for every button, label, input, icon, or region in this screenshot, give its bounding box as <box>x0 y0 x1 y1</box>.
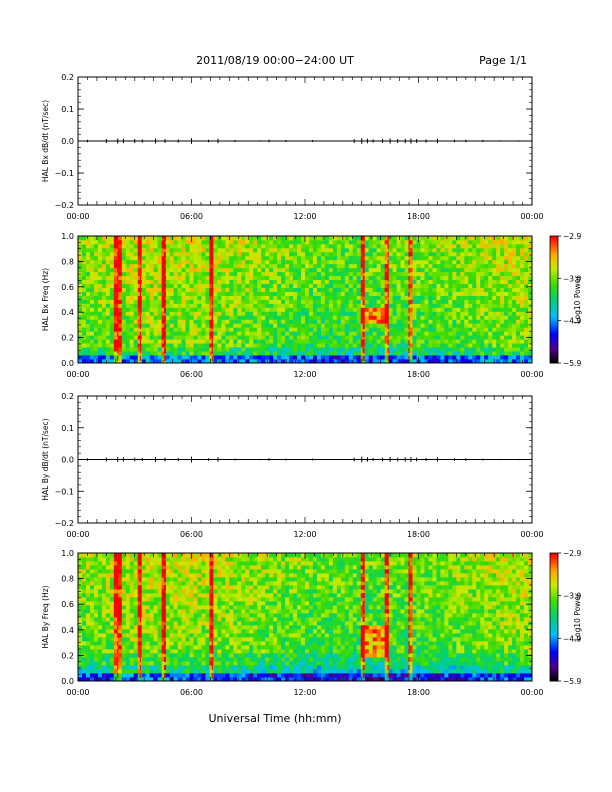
x-tick-label: 00:00 <box>520 688 543 697</box>
y-tick-label: 0.4 <box>61 626 74 635</box>
x-tick-label: 00:00 <box>520 212 543 221</box>
figure-title: 2011/08/19 00:00−24:00 UT <box>196 54 354 67</box>
x-tick-label: 00:00 <box>66 688 89 697</box>
x-tick-label: 06:00 <box>180 370 203 379</box>
y-tick-label: 0.6 <box>61 283 74 292</box>
y-tick-label: −0.2 <box>55 519 74 528</box>
colorbar-label: Log10 Power <box>573 275 582 324</box>
x-tick-label: 18:00 <box>407 688 430 697</box>
y-tick-label: −0.1 <box>55 169 74 178</box>
y-tick-label: 0.2 <box>61 73 74 82</box>
page-indicator: Page 1/1 <box>479 54 527 67</box>
y-tick-label: −0.2 <box>55 201 74 210</box>
panels: 00:00 06:00 12:00 18:00 00:00 0.2 0.1 0.0 −0.1 −0… <box>41 73 582 697</box>
y-tick-label: 0.6 <box>61 600 74 609</box>
y-tick-label: 0.2 <box>61 334 74 343</box>
x-tick-label: 12:00 <box>293 530 316 539</box>
y-tick-label: 0.0 <box>61 137 74 146</box>
colorbar: −2.9 −3.9 −4.9 −5.9 Log10 Power <box>549 549 582 686</box>
y-axis-label: HAL Bx Freq (Hz) <box>41 268 50 331</box>
colorbar-label: Log10 Power <box>573 592 582 641</box>
x-tick-label: 06:00 <box>180 212 203 221</box>
y-tick-label: 0.0 <box>61 677 74 686</box>
panel-by-spectrogram: −2.9 −3.9 −4.9 −5.9 Log10 Power 00:00 06:00 12:… <box>41 549 582 697</box>
trace <box>78 138 532 144</box>
panel-bx-spectrogram: −2.9 −3.9 −4.9 −5.9 Log10 Power 00:00 06:00 12:… <box>41 232 582 379</box>
x-tick-label: 00:00 <box>66 370 89 379</box>
panel-by-dbdt: 00:00 06:00 12:00 18:00 00:00 0.2 0.1 0.0 −0.1 −0… <box>41 392 544 539</box>
x-axis-label: Universal Time (hh:mm) <box>209 712 342 725</box>
colorbar-tick-label: −4.9 <box>563 634 581 643</box>
y-tick-label: 0.8 <box>61 257 74 266</box>
y-tick-label: 0.1 <box>61 105 74 114</box>
x-tick-label: 12:00 <box>293 212 316 221</box>
x-tick-label: 18:00 <box>407 212 430 221</box>
y-tick-label: 0.2 <box>61 651 74 660</box>
x-tick-label: 12:00 <box>293 688 316 697</box>
y-tick-label: 0.4 <box>61 308 74 317</box>
y-tick-label: 0.2 <box>61 392 74 401</box>
x-tick-label: 00:00 <box>66 530 89 539</box>
y-tick-label: 1.0 <box>61 549 74 558</box>
x-tick-label: 00:00 <box>66 212 89 221</box>
y-tick-label: 0.1 <box>61 424 74 433</box>
x-tick-label: 00:00 <box>520 530 543 539</box>
y-tick-label: 0.0 <box>61 359 74 368</box>
trace <box>78 456 532 463</box>
y-axis-label: HAL By dB/dt (nT/sec) <box>41 418 50 500</box>
y-tick-label: −0.1 <box>55 487 74 496</box>
spectrogram-cells <box>78 553 533 682</box>
y-tick-label: 0.0 <box>61 456 74 465</box>
colorbar-tick-label: −2.9 <box>563 549 581 558</box>
y-tick-label: 0.8 <box>61 575 74 584</box>
y-axis-label: HAL Bx dB/dt (nT/sec) <box>41 100 50 182</box>
x-tick-label: 06:00 <box>180 688 203 697</box>
colorbar-tick-label: −5.9 <box>563 677 581 686</box>
spectrogram-cells <box>78 236 533 364</box>
colorbar-tick-label: −3.9 <box>563 274 581 283</box>
y-tick-label: 1.0 <box>61 232 74 241</box>
x-tick-label: 12:00 <box>293 370 316 379</box>
colorbar: −2.9 −3.9 −4.9 −5.9 Log10 Power <box>549 232 582 368</box>
colorbar-tick-label: −4.9 <box>563 317 581 326</box>
x-tick-label: 06:00 <box>180 530 203 539</box>
y-axis-label: HAL By Freq (Hz) <box>41 585 50 648</box>
x-tick-label: 18:00 <box>407 370 430 379</box>
x-tick-label: 18:00 <box>407 530 430 539</box>
panel-bx-dbdt: 00:00 06:00 12:00 18:00 00:00 0.2 0.1 0.0 −0.1 −0… <box>41 73 544 221</box>
colorbar-tick-label: −3.9 <box>563 592 581 601</box>
x-tick-label: 00:00 <box>520 370 543 379</box>
colorbar-tick-label: −2.9 <box>563 232 581 241</box>
colorbar-tick-label: −5.9 <box>563 359 581 368</box>
